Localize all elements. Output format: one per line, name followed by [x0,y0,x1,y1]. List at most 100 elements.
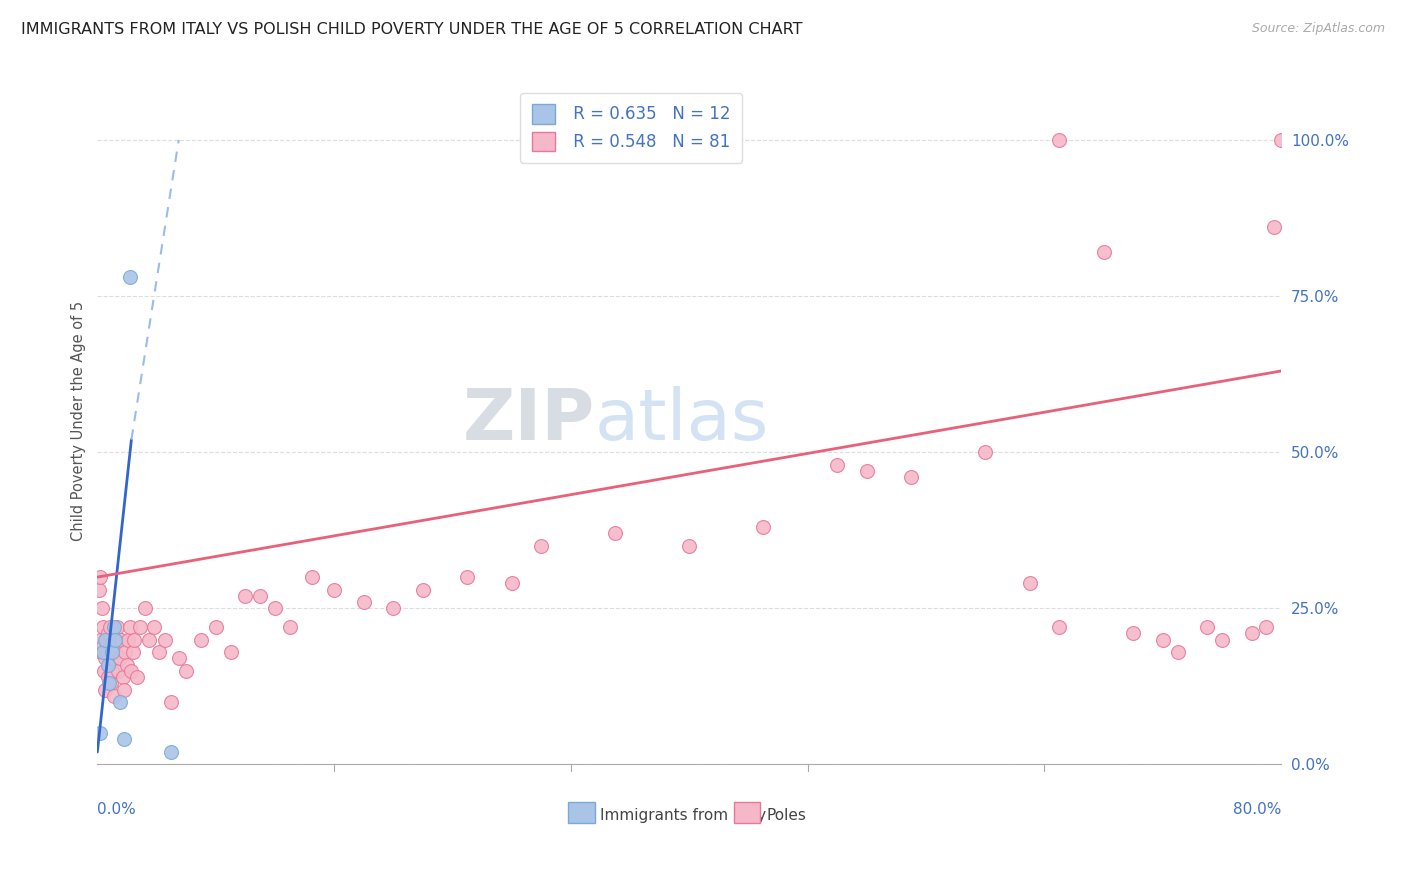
Point [90,601,112,615]
Point [94,632,117,647]
Point [855,464,877,478]
Point [1270,133,1292,147]
Point [1197,620,1219,634]
Point [138,632,160,647]
Point [501,576,523,591]
Legend:  R = 0.635   N = 12,  R = 0.548   N = 81: R = 0.635 N = 12, R = 0.548 N = 81 [520,93,742,163]
Point [94,651,117,665]
Point [155,632,177,647]
Y-axis label: Child Poverty Under the Age of 5: Child Poverty Under the Age of 5 [72,301,86,541]
Point [124,632,146,647]
Text: 80.0%: 80.0% [1233,802,1281,817]
Point [148,645,170,659]
Point [456,570,478,584]
Point [264,601,287,615]
Text: Poles: Poles [766,808,806,823]
Point [96,632,118,647]
Point [118,270,141,285]
Point [108,651,131,665]
Text: atlas: atlas [595,386,769,456]
Text: Source: ZipAtlas.com: Source: ZipAtlas.com [1251,22,1385,36]
Point [160,695,183,709]
Point [134,601,156,615]
Point [103,632,125,647]
Point [91,620,114,634]
Point [111,670,134,684]
Point [117,632,139,647]
Text: ZIP: ZIP [463,386,595,456]
Point [101,651,124,665]
Point [91,639,114,653]
Point [353,595,375,609]
Point [118,620,141,634]
Point [233,589,256,603]
Point [1211,632,1233,647]
Point [1263,220,1285,235]
Point [219,645,242,659]
Point [129,620,152,634]
Point [1152,632,1174,647]
Point [89,726,111,740]
Text: 0.0%: 0.0% [97,802,136,817]
Point [108,695,131,709]
Point [974,445,997,459]
Point [1047,133,1070,147]
Point [112,732,135,747]
Point [1240,626,1263,640]
Point [87,582,110,597]
Point [96,645,118,659]
Point [1166,645,1188,659]
Point [752,520,775,534]
Point [278,620,301,634]
Point [94,682,117,697]
Point [98,676,121,690]
Point [382,601,405,615]
Point [101,664,124,678]
FancyBboxPatch shape [734,802,761,822]
Point [90,645,112,659]
Point [103,689,125,703]
Point [100,676,122,690]
Point [530,539,553,553]
Point [97,657,120,672]
Point [412,582,434,597]
Point [825,458,848,472]
Point [1122,626,1144,640]
Point [174,664,197,678]
Point [105,620,128,634]
Point [204,620,226,634]
Point [1256,620,1278,634]
FancyBboxPatch shape [568,802,595,822]
Point [93,664,115,678]
Point [301,570,323,584]
Point [98,657,121,672]
Point [121,645,143,659]
Point [249,589,271,603]
Point [97,626,120,640]
Point [1047,620,1070,634]
Point [98,620,121,634]
Point [1092,245,1115,260]
Point [112,682,135,697]
Point [115,657,138,672]
Point [678,539,700,553]
Point [114,645,136,659]
Point [900,470,922,484]
Text: IMMIGRANTS FROM ITALY VS POLISH CHILD POVERTY UNDER THE AGE OF 5 CORRELATION CHA: IMMIGRANTS FROM ITALY VS POLISH CHILD PO… [21,22,803,37]
Point [89,632,111,647]
Point [104,645,127,659]
Point [104,632,127,647]
Point [167,651,190,665]
Point [190,632,212,647]
Point [110,632,132,647]
Point [97,670,120,684]
Point [100,639,122,653]
Point [605,526,627,541]
Point [323,582,346,597]
Point [101,645,124,659]
Point [127,670,149,684]
Point [120,664,142,678]
Point [160,745,183,759]
Point [1018,576,1040,591]
Point [103,620,125,634]
